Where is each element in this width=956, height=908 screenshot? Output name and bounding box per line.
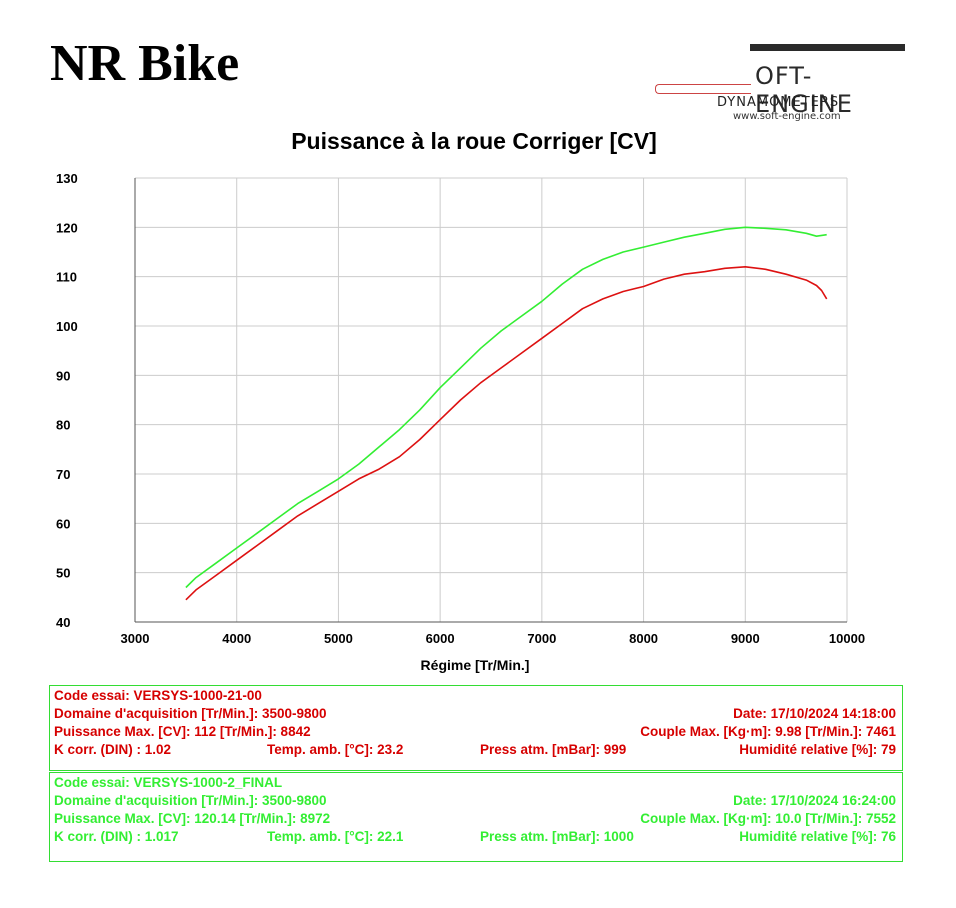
logo-main-text: OFT-ENGINE [755, 62, 853, 118]
x-tick-label-1: 4000 [222, 631, 251, 646]
y-tick-label-5: 90 [56, 368, 70, 383]
x-tick-label-3: 6000 [426, 631, 455, 646]
run1-torque: Couple Max. [Kg·m]: 9.98 [Tr/Min.]: 7461 [640, 724, 896, 739]
y-tick-label-3: 70 [56, 467, 70, 482]
y-tick-label-7: 110 [56, 270, 77, 285]
run1-domain: Domaine d'acquisition [Tr/Min.]: 3500-98… [54, 706, 327, 721]
x-tick-label-0: 3000 [121, 631, 150, 646]
y-tick-label-0: 40 [56, 615, 70, 630]
run1-code: Code essai: VERSYS-1000-21-00 [54, 688, 262, 703]
run2-temp: Temp. amb. [°C]: 22.1 [267, 829, 404, 844]
soft-engine-logo: OFT-ENGINE DYNAMOMETERS www.soft-engine.… [650, 40, 910, 130]
series-line-green [185, 226, 827, 589]
run1-press: Press atm. [mBar]: 999 [480, 742, 627, 757]
run1-humid: Humidité relative [%]: 79 [739, 742, 896, 757]
run2-press: Press atm. [mBar]: 1000 [480, 829, 634, 844]
run1-power: Puissance Max. [CV]: 112 [Tr/Min.]: 8842 [54, 724, 311, 739]
logo-subtitle: DYNAMOMETERS [717, 95, 840, 110]
y-tick-label-1: 50 [56, 566, 70, 581]
run2-info-box: Code essai: VERSYS-1000-2_FINAL Domaine … [49, 772, 903, 862]
power-chart: 40 50 60 70 80 90 100 110 120 130 3000 4000 5000 600… [56, 171, 866, 673]
y-tick-label-4: 80 [56, 418, 70, 433]
logo-url: www.soft-engine.com [733, 111, 841, 122]
y-tick-label-6: 100 [56, 319, 78, 334]
chart-grid [134, 177, 848, 623]
brand-title: NR Bike [50, 35, 240, 92]
y-tick-label-8: 120 [56, 220, 78, 235]
run2-torque: Couple Max. [Kg·m]: 10.0 [Tr/Min.]: 7552 [640, 811, 896, 826]
y-tick-label-9: 130 [56, 171, 78, 186]
run1-date: Date: 17/10/2024 14:18:00 [733, 706, 896, 721]
x-tick-label-4: 7000 [527, 631, 556, 646]
run1-temp: Temp. amb. [°C]: 23.2 [267, 742, 404, 757]
x-tick-label-7: 10000 [829, 631, 865, 646]
x-tick-labels: 3000 4000 5000 6000 7000 8000 9000 10000 [121, 631, 866, 646]
logo-bar [750, 44, 905, 51]
x-tick-label-2: 5000 [324, 631, 353, 646]
run1-info-box: Code essai: VERSYS-1000-21-00 Domaine d'… [49, 685, 903, 771]
x-tick-label-5: 8000 [629, 631, 658, 646]
y-tick-labels: 40 50 60 70 80 90 100 110 120 130 [56, 171, 78, 630]
run2-code: Code essai: VERSYS-1000-2_FINAL [54, 775, 283, 790]
series-line-red [185, 266, 828, 601]
run2-date: Date: 17/10/2024 16:24:00 [733, 793, 896, 808]
y-tick-label-2: 60 [56, 516, 70, 531]
run2-kcorr: K corr. (DIN) : 1.017 [54, 829, 179, 844]
run2-domain: Domaine d'acquisition [Tr/Min.]: 3500-98… [54, 793, 327, 808]
run2-humid: Humidité relative [%]: 76 [739, 829, 896, 844]
chart-title: Puissance à la roue Corriger [CV] [291, 128, 657, 154]
x-tick-label-6: 9000 [731, 631, 760, 646]
series-lines [185, 226, 828, 601]
logo-swoosh [655, 84, 751, 94]
x-axis-label: Régime [Tr/Min.] [421, 657, 530, 673]
run2-power: Puissance Max. [CV]: 120.14 [Tr/Min.]: 8… [54, 811, 331, 826]
run1-kcorr: K corr. (DIN) : 1.02 [54, 742, 172, 757]
